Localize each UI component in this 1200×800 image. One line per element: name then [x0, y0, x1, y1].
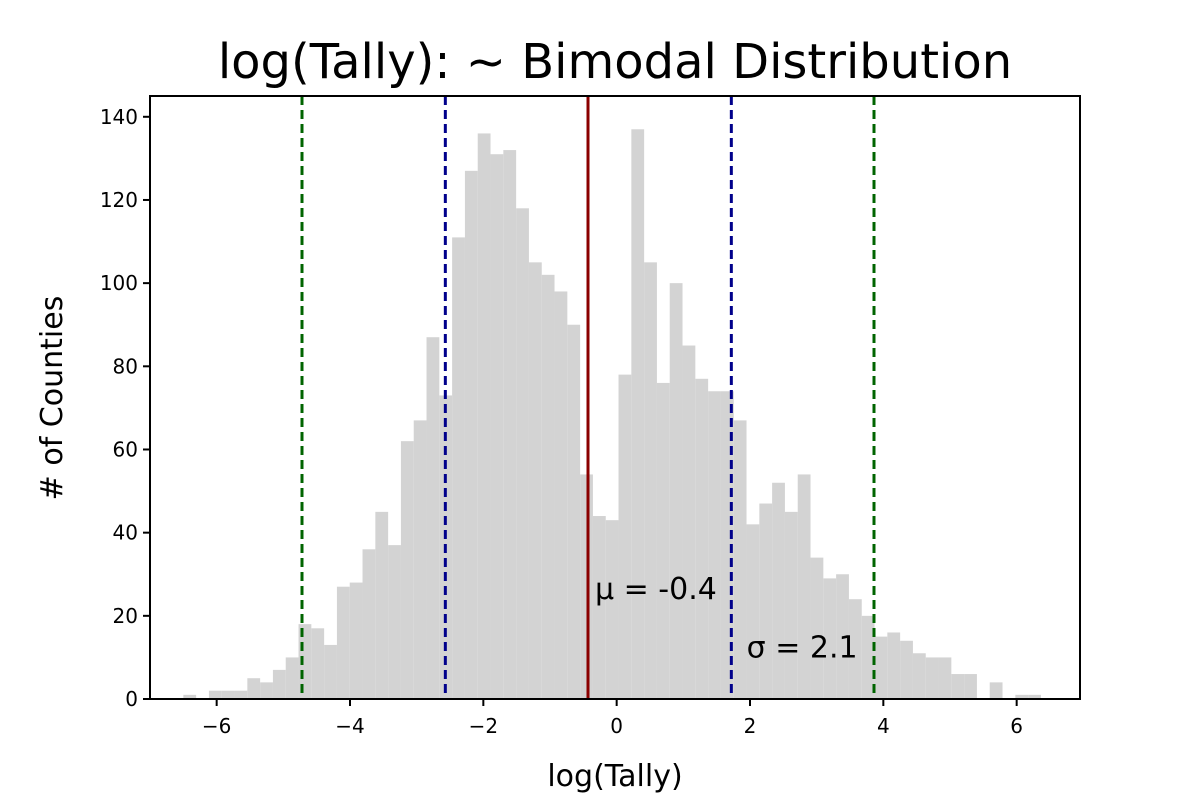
histogram-bar [554, 291, 568, 699]
histogram-bar [464, 170, 478, 700]
y-tick-label: 120 [100, 188, 138, 212]
x-tick-label: −2 [469, 714, 498, 738]
histogram-bar [183, 694, 197, 699]
histogram-bar [311, 628, 325, 699]
histogram-bar [848, 599, 862, 699]
histogram-bar [362, 549, 376, 699]
reference-lines [300, 96, 876, 699]
histogram-bar [477, 133, 491, 699]
histogram-bar [682, 345, 696, 699]
y-tick-label: 140 [100, 105, 138, 129]
histogram-bar [388, 545, 401, 699]
histogram-bar [925, 657, 939, 699]
x-tick-label: 0 [610, 714, 623, 738]
y-tick-label: 80 [113, 354, 138, 378]
x-axis-label: log(Tally) [547, 759, 682, 794]
histogram-bar [695, 378, 709, 699]
histogram-bar [618, 374, 632, 699]
histogram-bar [746, 524, 760, 699]
histogram-bar [324, 644, 337, 699]
y-tick-label: 60 [113, 437, 138, 461]
histogram-bar [413, 420, 427, 699]
histogram-bar [784, 511, 798, 699]
histogram-bar [541, 274, 555, 699]
histogram-bar [861, 615, 875, 699]
histogram-bar [874, 636, 888, 699]
histogram-bar [964, 674, 977, 699]
histogram-bar [631, 129, 645, 699]
y-tick-label: 0 [125, 687, 138, 711]
histogram-bar [285, 657, 299, 699]
histogram-bar [810, 557, 824, 699]
histogram-bar [644, 262, 657, 699]
histogram-bar [938, 657, 952, 699]
histogram-bar [298, 624, 312, 699]
histogram-bar [989, 682, 1003, 699]
histogram-bar [375, 511, 389, 699]
histogram-bar [592, 516, 606, 699]
histogram-bar [452, 237, 465, 699]
y-tick-label: 40 [113, 521, 138, 545]
annotations: μ = -0.4 σ = 2.1 [595, 572, 858, 665]
histogram-bar [426, 337, 440, 699]
histogram-bar [336, 586, 350, 699]
histogram-bars [183, 129, 1080, 700]
mean-label: μ = -0.4 [595, 572, 717, 607]
histogram-bar [516, 208, 529, 699]
histogram-bar [272, 669, 286, 699]
histogram-bar [567, 324, 581, 699]
sigma-label: σ = 2.1 [747, 630, 858, 665]
histogram-bar [400, 441, 414, 699]
histogram-bar [260, 682, 273, 699]
histogram-bar [1028, 694, 1041, 699]
chart-title: log(Tally): ~ Bimodal Distribution [218, 34, 1012, 90]
x-tick-label: −4 [335, 714, 364, 738]
histogram-bar [234, 690, 248, 699]
histogram-bar [708, 391, 721, 699]
plot-frame [149, 95, 1081, 700]
histogram-bar [208, 690, 222, 699]
y-tick-label: 20 [113, 604, 138, 628]
histogram-bar [503, 150, 517, 699]
x-tick-label: 2 [744, 714, 757, 738]
x-tick-label: 6 [1010, 714, 1023, 738]
histogram-bar [1015, 694, 1029, 699]
histogram-bar [221, 690, 235, 699]
histogram-bar [772, 482, 785, 699]
histogram-bar [836, 574, 849, 699]
x-tick-label: 4 [877, 714, 890, 738]
histogram-bar [490, 154, 504, 699]
y-axis-label: # of Counties [35, 296, 70, 501]
histogram-bar [759, 503, 773, 699]
histogram-bar [349, 582, 363, 699]
histogram-bar [605, 520, 619, 699]
histogram-bar [669, 283, 683, 699]
histogram-bar [900, 640, 913, 699]
x-tick-label: −6 [202, 714, 231, 738]
histogram-bar [823, 578, 837, 699]
y-tick-label: 100 [100, 271, 138, 295]
histogram-bar [247, 678, 261, 699]
histogram-bar [528, 262, 542, 699]
histogram-bar [887, 632, 901, 699]
histogram-bar [912, 653, 926, 699]
histogram-bar [951, 674, 965, 699]
histogram-bar [797, 474, 811, 699]
histogram-bar [656, 382, 670, 699]
histogram-bar [733, 420, 747, 699]
